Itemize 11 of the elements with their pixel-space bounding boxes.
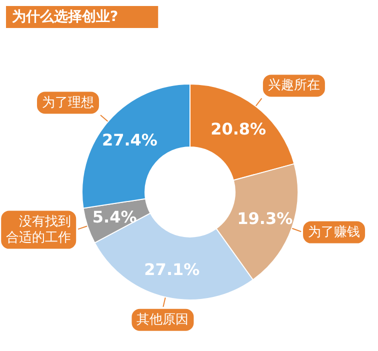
data-label: 27.4%	[102, 130, 158, 150]
data-label: 19.3%	[237, 209, 293, 228]
slice-label: 其他原因	[136, 312, 189, 328]
chart-title: 为什么选择创业?	[12, 9, 118, 25]
data-label: 20.8%	[210, 119, 266, 138]
slice-label: 没有找到合适的工作	[6, 214, 72, 246]
slice-label: 兴趣所在	[268, 78, 320, 94]
data-label: 5.4%	[92, 208, 137, 227]
data-label: 27.1%	[144, 260, 200, 279]
slice-label: 为了理想	[42, 95, 94, 110]
slice-label: 为了赚钱	[308, 224, 360, 240]
